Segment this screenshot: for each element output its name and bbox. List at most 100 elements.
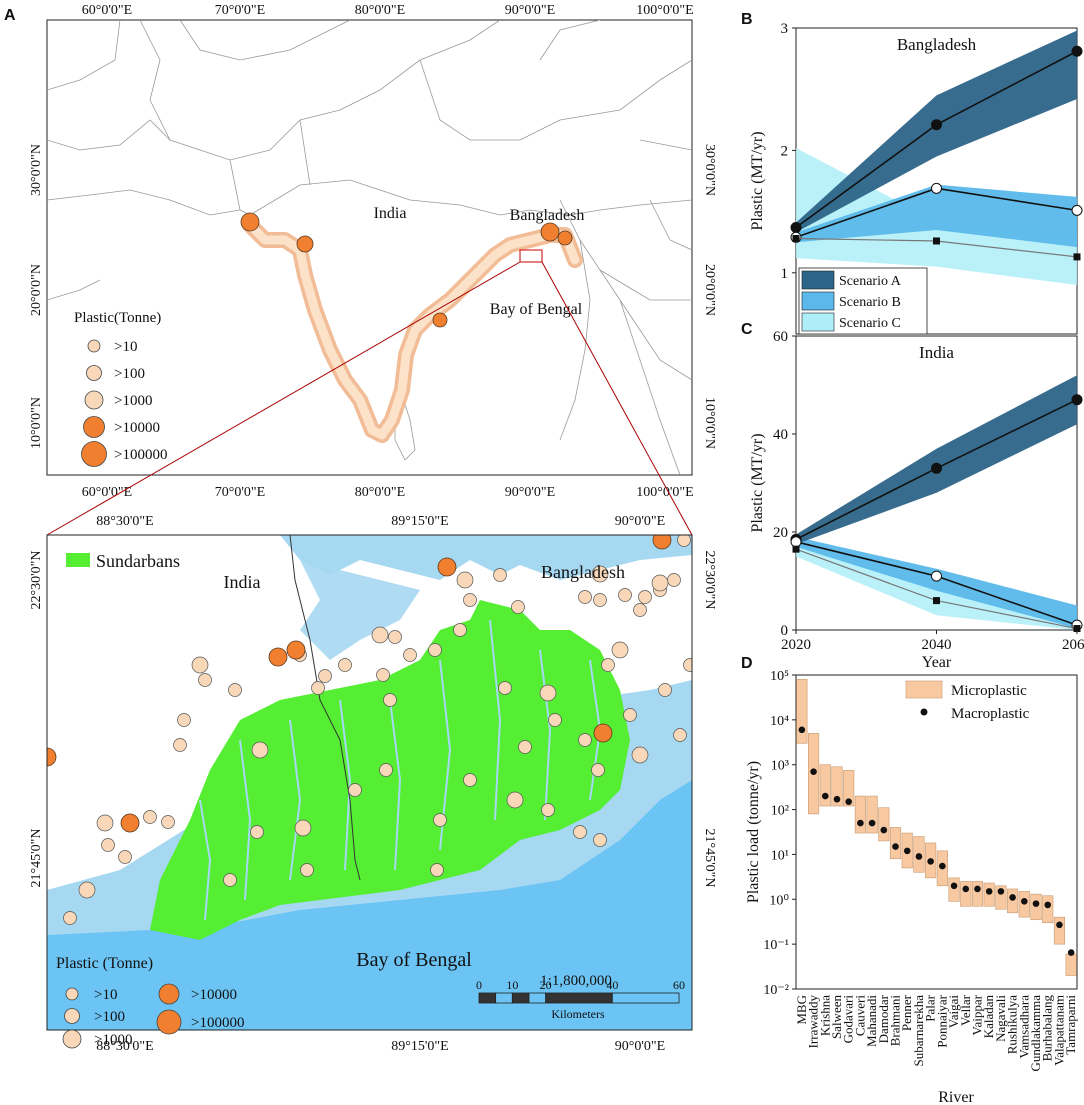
macro-point (833, 795, 841, 803)
macro-point (798, 726, 806, 734)
lon-label-top: 70°0'0"E (215, 3, 265, 18)
top-map-frame (46, 19, 693, 476)
micro-bar (866, 795, 878, 834)
lat-label-right: 10°0'0"N (702, 397, 717, 449)
y-axis-label: Plastic load (tonne/yr) (745, 761, 762, 903)
map-bubble-large (268, 647, 288, 667)
scale-segment (495, 992, 513, 1004)
legend-bubble (158, 983, 180, 1005)
map-bubble (223, 873, 237, 887)
legend-bubble (65, 987, 79, 1001)
macro-point (997, 888, 1005, 895)
map-bubble-large (652, 535, 672, 550)
map-bubble-large (120, 813, 140, 833)
bottom-map-bubbles (47, 535, 692, 925)
top-map-lat-labels-left: 30°0'0"N 20°0'0"N 10°0'0"N (29, 144, 44, 449)
legend-bubble-label: >10 (94, 987, 117, 1003)
legend-bubble (81, 441, 107, 467)
legend-swatch (801, 291, 835, 311)
y-tick-label: 10² (771, 804, 789, 819)
scale-unit: Kilometers (551, 1007, 605, 1021)
macro-point (1021, 898, 1028, 905)
map-bubble (300, 863, 314, 877)
legend-swatch-macro (920, 708, 928, 716)
top-legend-title: Plastic(Tonne) (74, 310, 161, 326)
zoom-line-right (541, 261, 693, 536)
lon-label-top: 89°15'0"E (391, 514, 448, 529)
point-scenario-a (1071, 394, 1083, 406)
micro-bar (843, 770, 855, 807)
lon-label-top: 80°0'0"E (355, 3, 405, 18)
x-axis-label: River (938, 1089, 974, 1105)
lon-label-top: 90°0'0"E (505, 3, 555, 18)
map-bubble (593, 833, 607, 847)
scale-segment (611, 992, 680, 1004)
lon-label-bottom: 80°0'0"E (355, 485, 405, 500)
map-bubble (541, 803, 555, 817)
macro-point (927, 858, 934, 865)
lat-label-right: 22°30'0"N (702, 551, 717, 610)
river-label: Subarnarekha (911, 995, 926, 1067)
bottom-map-legend: Plastic (Tonne) >10 >100 >1000 >10000 >10000… (56, 955, 244, 1049)
macro-point (1032, 900, 1040, 907)
lon-label-top: 100°0'0"E (636, 3, 693, 18)
map-bubble (177, 713, 191, 727)
macro-point (845, 798, 852, 805)
map-bubble (311, 681, 325, 695)
top-map-lon-labels-bottom: 60°0'0"E 70°0'0"E 80°0'0"E 90°0'0"E 100°0'0"… (82, 485, 694, 500)
y-tick-label: 10⁻² (763, 983, 789, 998)
river-label: Valapattanam (1051, 995, 1066, 1066)
micro-bar (796, 679, 808, 744)
map-bubble (191, 656, 209, 674)
map-bubble (403, 648, 417, 662)
river-label: Gundlakamma (1028, 995, 1043, 1072)
map-bubble (651, 574, 669, 592)
legend-bubble-label: >1000 (114, 393, 152, 409)
point-scenario-a (931, 462, 942, 474)
band-scenario-b (796, 184, 1077, 248)
river-label: Brahmani (888, 995, 903, 1047)
bottom-map: Sundarbans India Bangladesh Bay of Benga… (29, 514, 717, 1054)
map-bubble (578, 590, 592, 604)
point-scenario-b (931, 570, 942, 582)
lat-label-right: 30°0'0"N (702, 144, 717, 196)
y-tick-label: 60 (773, 329, 788, 345)
top-label-bay: Bay of Bengal (490, 301, 583, 318)
scale-tick: 40 (606, 978, 618, 992)
map-bubble (78, 881, 96, 899)
point-scenario-c (933, 597, 940, 605)
map-bubble (251, 741, 269, 759)
map-bubble (683, 658, 692, 672)
point-scenario-c (792, 545, 800, 553)
x-tick-label: 2060 (1062, 637, 1084, 653)
bottom-map-shapes (47, 535, 692, 1030)
x-tick-label: 2020 (781, 637, 811, 653)
point-scenario-b (1071, 204, 1083, 216)
map-bubble (511, 600, 525, 614)
map-bubble (667, 573, 681, 587)
panel-letter-a: A (4, 7, 16, 24)
chart-title: India (919, 343, 954, 362)
top-label-bangladesh: Bangladesh (510, 207, 585, 224)
micro-bar (878, 807, 890, 842)
map-bubble (658, 683, 672, 697)
map-bubble (348, 783, 362, 797)
micro-bar (819, 764, 831, 807)
legend-bubble (156, 1009, 182, 1035)
bottom-map-lat-labels-left: 22°30'0"N 21°45'0"N (29, 551, 44, 888)
point-scenario-b (931, 182, 942, 194)
micro-bar (854, 795, 866, 834)
map-bubble (430, 863, 444, 877)
map-bubble (593, 593, 607, 607)
map-bubble (631, 746, 649, 764)
lon-label-bottom: 100°0'0"E (636, 485, 693, 500)
map-bubble (591, 763, 605, 777)
legend-bubble (84, 390, 104, 410)
chart-title: Bangladesh (897, 35, 977, 54)
map-bubble (118, 850, 132, 864)
zoom-box (519, 249, 543, 263)
micro-bar (960, 881, 972, 907)
map-bubble (173, 738, 187, 752)
legend-label: Scenario A (839, 274, 902, 289)
